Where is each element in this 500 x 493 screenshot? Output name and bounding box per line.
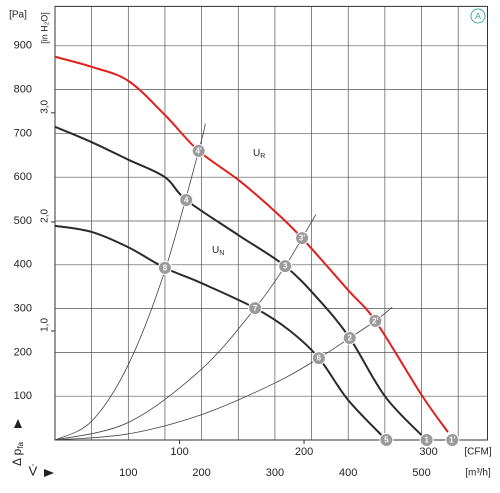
operating-point [445,433,460,447]
fan-curve [54,55,449,433]
y-tick-label: 900 [14,40,32,52]
curve-label-main: U [212,245,219,256]
x2-tick-label: 300 [419,446,437,458]
fan-curve [54,224,388,441]
y2-unit: [in H₂O] [39,12,49,44]
curve-label: UR [253,148,265,160]
badge: A [475,11,481,21]
y-unit: [Pa] [9,10,27,21]
y-tick-label: 200 [14,346,32,358]
operating-point [419,433,434,447]
system-curve [54,123,206,441]
y2-tick-label: 3,0 [40,99,51,113]
curve-label-main: U [253,148,260,159]
operating-point [157,260,172,275]
y2-tick-label: 2,0 [40,209,51,223]
y-label-main: Δ p [10,448,24,466]
point-label: 6 [317,354,322,363]
point-label: 3 [283,262,288,271]
operating-point [191,143,206,158]
operating-point [295,231,310,246]
y-tick-label: 100 [14,390,32,402]
point-label: 3' [299,234,305,243]
point-label: 4 [184,196,189,205]
x-unit: [m³/h] [465,468,491,479]
curve-label-sub: N [219,250,224,257]
y-tick-label: 800 [14,84,32,96]
badge-ring [470,8,486,24]
x-arrow [44,469,54,477]
operating-point [342,330,357,345]
point-label: 5 [384,436,389,445]
x2-tick-label: 100 [170,446,188,458]
y2-tick-label: 1,0 [40,318,51,332]
point-label: 2 [347,334,352,343]
point-label: 1 [424,436,429,445]
curve-label: UN [212,245,224,257]
operating-point [379,433,394,447]
y-tick-label: 600 [14,171,32,183]
y-tick-label: 500 [14,215,32,227]
point-label: 4' [195,147,201,156]
point-label: 1' [449,436,455,445]
operating-point [278,259,293,274]
operating-point [311,351,326,366]
x-tick-label: 100 [119,467,137,479]
operating-point [248,301,263,316]
y-arrow [14,419,22,428]
operating-point [368,313,383,328]
x-tick-label: 500 [412,467,430,479]
fan-curve [54,125,423,436]
point-label: 2' [372,316,378,325]
plot-frame [54,5,488,441]
operating-point [179,192,194,207]
y-label: Δ pfa [10,441,25,466]
curve-label-sub: R [260,153,265,160]
y-tick-label: 700 [14,127,32,139]
x2-unit: [CFM] [464,447,491,458]
x-label: V̇ [29,463,38,478]
point-label: 8 [163,263,168,272]
x-tick-label: 200 [192,467,210,479]
x-tick-label: 400 [339,467,357,479]
x-tick-label: 300 [266,467,284,479]
y-tick-label: 300 [14,303,32,315]
point-label: 7 [253,304,258,313]
y-label-sub: fa [16,441,25,448]
system-curve [54,214,317,441]
x2-tick-label: 200 [295,446,313,458]
y-tick-label: 400 [14,259,32,271]
